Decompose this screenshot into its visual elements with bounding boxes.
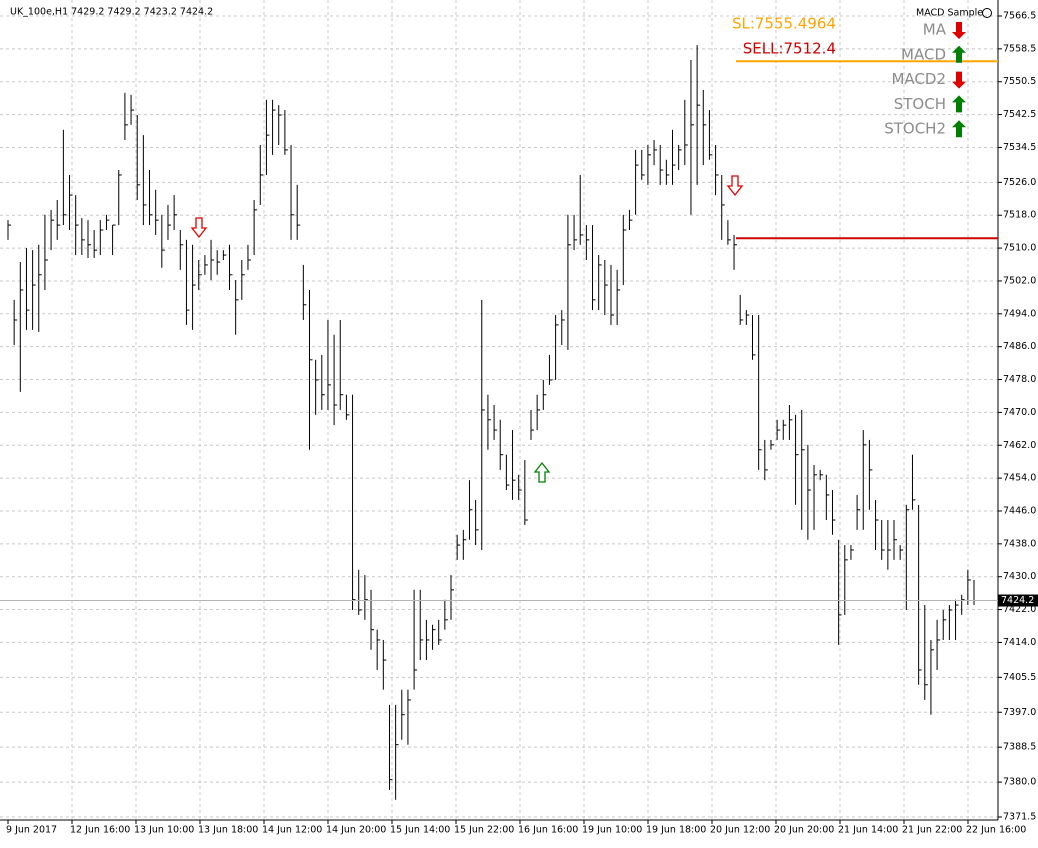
x-tick-label: 12 Jun 16:00 bbox=[70, 825, 130, 836]
y-tick-label: 7388.5 bbox=[1003, 742, 1036, 753]
y-tick-label: 7518.0 bbox=[1003, 210, 1036, 221]
x-tick-label: 14 Jun 20:00 bbox=[326, 825, 386, 836]
level-label: SELL:7512.4 bbox=[743, 40, 836, 58]
y-tick-label: 7526.0 bbox=[1003, 177, 1036, 188]
y-tick-label: 7405.5 bbox=[1003, 672, 1036, 683]
signal-up-arrow bbox=[952, 45, 966, 63]
y-tick-label: 7558.5 bbox=[1003, 43, 1036, 54]
y-tick-label: 7478.0 bbox=[1003, 374, 1036, 385]
y-tick-label: 7542.5 bbox=[1003, 109, 1036, 120]
x-tick-label: 20 Jun 12:00 bbox=[710, 825, 770, 836]
x-tick-label: 13 Jun 10:00 bbox=[134, 825, 194, 836]
y-tick-label: 7446.0 bbox=[1003, 505, 1036, 516]
x-tick-label: 15 Jun 14:00 bbox=[390, 825, 450, 836]
signal-up-arrow bbox=[952, 120, 966, 138]
x-tick-label: 13 Jun 18:00 bbox=[198, 825, 258, 836]
y-tick-label: 7486.0 bbox=[1003, 341, 1036, 352]
x-tick-label: 20 Jun 20:00 bbox=[774, 825, 834, 836]
y-tick-label: 7454.0 bbox=[1003, 473, 1036, 484]
symbol-header: UK_100e,H1 7429.2 7429.2 7423.2 7424.2 bbox=[10, 7, 213, 18]
signal-name: STOCH2 bbox=[884, 120, 946, 138]
signal-up-arrow bbox=[952, 95, 966, 113]
last-price-label: 7424.2 bbox=[1001, 595, 1034, 606]
y-tick-label: 7422.0 bbox=[1003, 604, 1036, 615]
buy-arrow bbox=[533, 461, 551, 483]
signal-name: STOCH bbox=[894, 95, 946, 113]
sell-arrow bbox=[726, 175, 744, 197]
y-tick-label: 7550.5 bbox=[1003, 76, 1036, 87]
last-price-box bbox=[998, 594, 1038, 607]
y-tick-label: 7566.5 bbox=[1003, 11, 1036, 22]
signal-name: MA bbox=[923, 21, 947, 39]
y-tick-label: 7430.0 bbox=[1003, 571, 1036, 582]
signal-name: MACD bbox=[901, 45, 946, 63]
x-tick-label: 19 Jun 18:00 bbox=[646, 825, 706, 836]
overlay bbox=[0, 60, 998, 602]
x-tick-label: 21 Jun 14:00 bbox=[838, 825, 898, 836]
y-tick-label: 7534.5 bbox=[1003, 142, 1036, 153]
x-tick-label: 14 Jun 12:00 bbox=[262, 825, 322, 836]
y-tick-label: 7438.0 bbox=[1003, 538, 1036, 549]
x-tick-label: 22 Jun 16:00 bbox=[966, 825, 1026, 836]
panel-title: MACD Sample bbox=[916, 8, 983, 19]
x-tick-label: 19 Jun 10:00 bbox=[582, 825, 642, 836]
y-tick-label: 7397.0 bbox=[1003, 707, 1036, 718]
x-tick-label: 9 Jun 2017 bbox=[6, 825, 57, 836]
signal-down-arrow bbox=[952, 22, 966, 39]
signal-down-arrow bbox=[952, 71, 966, 89]
level-label: SL:7555.4964 bbox=[732, 15, 836, 33]
grid bbox=[0, 0, 998, 820]
y-tick-label: 7371.5 bbox=[1003, 812, 1036, 823]
smiley-icon bbox=[982, 8, 992, 18]
x-tick-label: 15 Jun 22:00 bbox=[454, 825, 514, 836]
y-tick-label: 7510.0 bbox=[1003, 243, 1036, 254]
y-tick-label: 7380.0 bbox=[1003, 777, 1036, 788]
sell-arrow bbox=[190, 217, 208, 239]
y-tick-label: 7502.0 bbox=[1003, 275, 1036, 286]
x-tick-label: 21 Jun 22:00 bbox=[902, 825, 962, 836]
y-tick-label: 7470.0 bbox=[1003, 407, 1036, 418]
y-tick-label: 7414.0 bbox=[1003, 637, 1036, 648]
bars bbox=[7, 45, 977, 800]
y-tick-label: 7462.0 bbox=[1003, 440, 1036, 451]
y-tick-label: 7494.0 bbox=[1003, 308, 1036, 319]
x-tick-label: 16 Jun 16:00 bbox=[518, 825, 578, 836]
signal-name: MACD2 bbox=[891, 70, 946, 88]
